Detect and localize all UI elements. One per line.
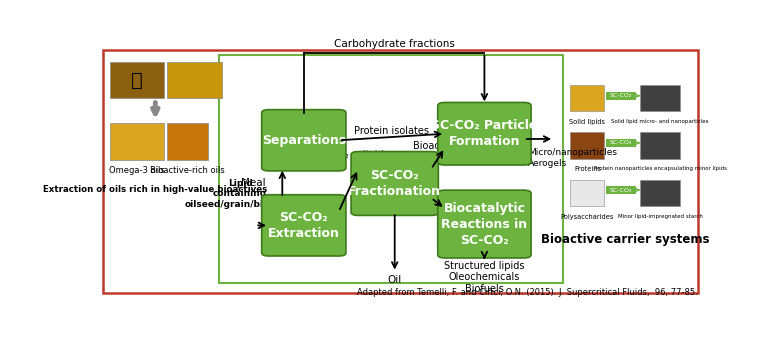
FancyBboxPatch shape <box>605 139 636 147</box>
FancyBboxPatch shape <box>438 102 531 165</box>
FancyBboxPatch shape <box>571 85 604 112</box>
Text: Structured lipids
Oleochemicals
Biofuels: Structured lipids Oleochemicals Biofuels <box>444 260 525 294</box>
Text: Lipid
containing
oilseed/grain/biomass: Lipid containing oilseed/grain/biomass <box>185 179 296 209</box>
Text: Bioactives: Bioactives <box>413 141 463 151</box>
Text: 🌿: 🌿 <box>131 71 143 89</box>
Text: Oil: Oil <box>388 275 402 285</box>
FancyBboxPatch shape <box>109 62 164 98</box>
Text: SC-CO₂ Particle
Formation: SC-CO₂ Particle Formation <box>431 119 537 148</box>
FancyBboxPatch shape <box>438 190 531 258</box>
FancyBboxPatch shape <box>605 186 636 194</box>
FancyBboxPatch shape <box>167 62 222 98</box>
Text: SC-CO₂
Extraction: SC-CO₂ Extraction <box>268 211 339 240</box>
Text: Carbohydrate fractions: Carbohydrate fractions <box>334 39 454 49</box>
Text: Solid lipids: Solid lipids <box>569 119 605 125</box>
Text: Proteins: Proteins <box>574 167 601 172</box>
FancyBboxPatch shape <box>640 132 680 158</box>
FancyBboxPatch shape <box>605 92 636 100</box>
Text: Micro/nanoparticles
Aerogels: Micro/nanoparticles Aerogels <box>528 148 617 168</box>
Text: Adapted from Temelli, F. and Ciftci, O.N. (2015). J. Supercritical Fluids,  96, : Adapted from Temelli, F. and Ciftci, O.N… <box>357 288 698 298</box>
Text: Solid lipid micro- and nanoparticles: Solid lipid micro- and nanoparticles <box>612 119 709 124</box>
Text: SC-CO₂: SC-CO₂ <box>610 93 632 98</box>
Text: Protein isolates: Protein isolates <box>354 125 429 136</box>
FancyBboxPatch shape <box>640 85 680 112</box>
FancyBboxPatch shape <box>571 132 604 158</box>
FancyBboxPatch shape <box>167 123 208 160</box>
Text: Omega-3 oils: Omega-3 oils <box>109 167 165 175</box>
FancyBboxPatch shape <box>109 123 164 160</box>
Text: SC-CO₂: SC-CO₂ <box>610 140 632 146</box>
Text: SC-CO₂: SC-CO₂ <box>610 188 632 192</box>
Text: Minor lipid-impregnated starch: Minor lipid-impregnated starch <box>618 214 702 219</box>
Text: Bioactive-rich oils: Bioactive-rich oils <box>150 167 224 175</box>
FancyBboxPatch shape <box>351 152 439 216</box>
Text: SC-CO₂
Fractionation: SC-CO₂ Fractionation <box>348 169 441 198</box>
FancyBboxPatch shape <box>571 180 604 206</box>
Text: Protein nanoparticles encapsulating minor lipids: Protein nanoparticles encapsulating mino… <box>594 167 726 171</box>
Text: SC-CO₂ + lipid: SC-CO₂ + lipid <box>314 150 383 160</box>
FancyBboxPatch shape <box>262 195 346 256</box>
Text: Separations: Separations <box>262 134 346 147</box>
FancyBboxPatch shape <box>262 110 346 171</box>
Text: Extraction of oils rich in high-value bioactives: Extraction of oils rich in high-value bi… <box>43 185 267 194</box>
FancyBboxPatch shape <box>640 180 680 206</box>
Text: Biocatalytic
Reactions in
SC-CO₂: Biocatalytic Reactions in SC-CO₂ <box>441 202 528 246</box>
Text: Polysaccharides: Polysaccharides <box>561 214 614 220</box>
Text: Bioactive carrier systems: Bioactive carrier systems <box>541 233 709 246</box>
Text: Meal: Meal <box>242 178 266 188</box>
